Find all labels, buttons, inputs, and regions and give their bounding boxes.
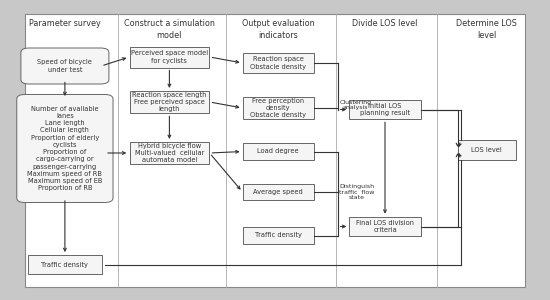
FancyBboxPatch shape bbox=[130, 91, 209, 113]
Text: Determine LOS
level: Determine LOS level bbox=[456, 20, 517, 40]
Text: Clustering
analysis: Clustering analysis bbox=[339, 100, 371, 110]
FancyBboxPatch shape bbox=[243, 97, 314, 119]
Text: Load degree: Load degree bbox=[257, 148, 299, 154]
FancyBboxPatch shape bbox=[130, 142, 209, 164]
FancyBboxPatch shape bbox=[16, 94, 113, 202]
Text: LOS level: LOS level bbox=[471, 147, 502, 153]
FancyBboxPatch shape bbox=[243, 53, 314, 73]
FancyBboxPatch shape bbox=[243, 227, 314, 244]
FancyBboxPatch shape bbox=[243, 184, 314, 200]
Text: Hybrid bicycle flow
Multi-valued  cellular
automata model: Hybrid bicycle flow Multi-valued cellula… bbox=[135, 143, 204, 163]
Text: Traffic density: Traffic density bbox=[255, 232, 302, 238]
Text: Perceived space model
for cyclists: Perceived space model for cyclists bbox=[131, 50, 208, 64]
Text: Output evaluation
indicators: Output evaluation indicators bbox=[242, 20, 315, 40]
Text: Parameter survey: Parameter survey bbox=[29, 20, 101, 28]
Text: Reaction space
Obstacle density: Reaction space Obstacle density bbox=[250, 56, 306, 70]
Text: Initial LOS
planning result: Initial LOS planning result bbox=[360, 103, 410, 116]
FancyBboxPatch shape bbox=[21, 48, 109, 84]
Text: Speed of bicycle
under test: Speed of bicycle under test bbox=[37, 59, 92, 73]
Text: Number of available
lanes
Lane length
Cellular length
Proportion of elderly
cycl: Number of available lanes Lane length Ce… bbox=[28, 106, 102, 191]
FancyBboxPatch shape bbox=[458, 140, 516, 160]
Text: Divide LOS level: Divide LOS level bbox=[353, 20, 417, 28]
Text: Final LOS division
criteria: Final LOS division criteria bbox=[356, 220, 414, 233]
FancyBboxPatch shape bbox=[130, 46, 209, 68]
Text: Average speed: Average speed bbox=[254, 189, 303, 195]
FancyBboxPatch shape bbox=[243, 143, 314, 160]
FancyBboxPatch shape bbox=[25, 14, 525, 286]
Text: Distinguish
traffic  flow
state: Distinguish traffic flow state bbox=[339, 184, 375, 200]
Text: Construct a simulation
model: Construct a simulation model bbox=[124, 20, 215, 40]
FancyBboxPatch shape bbox=[349, 100, 421, 119]
FancyBboxPatch shape bbox=[349, 217, 421, 236]
Text: Reaction space length
Free perceived space
length: Reaction space length Free perceived spa… bbox=[132, 92, 207, 112]
FancyBboxPatch shape bbox=[28, 255, 102, 274]
Text: Free perception
density
Obstacle density: Free perception density Obstacle density bbox=[250, 98, 306, 118]
Text: Traffic density: Traffic density bbox=[41, 262, 89, 268]
